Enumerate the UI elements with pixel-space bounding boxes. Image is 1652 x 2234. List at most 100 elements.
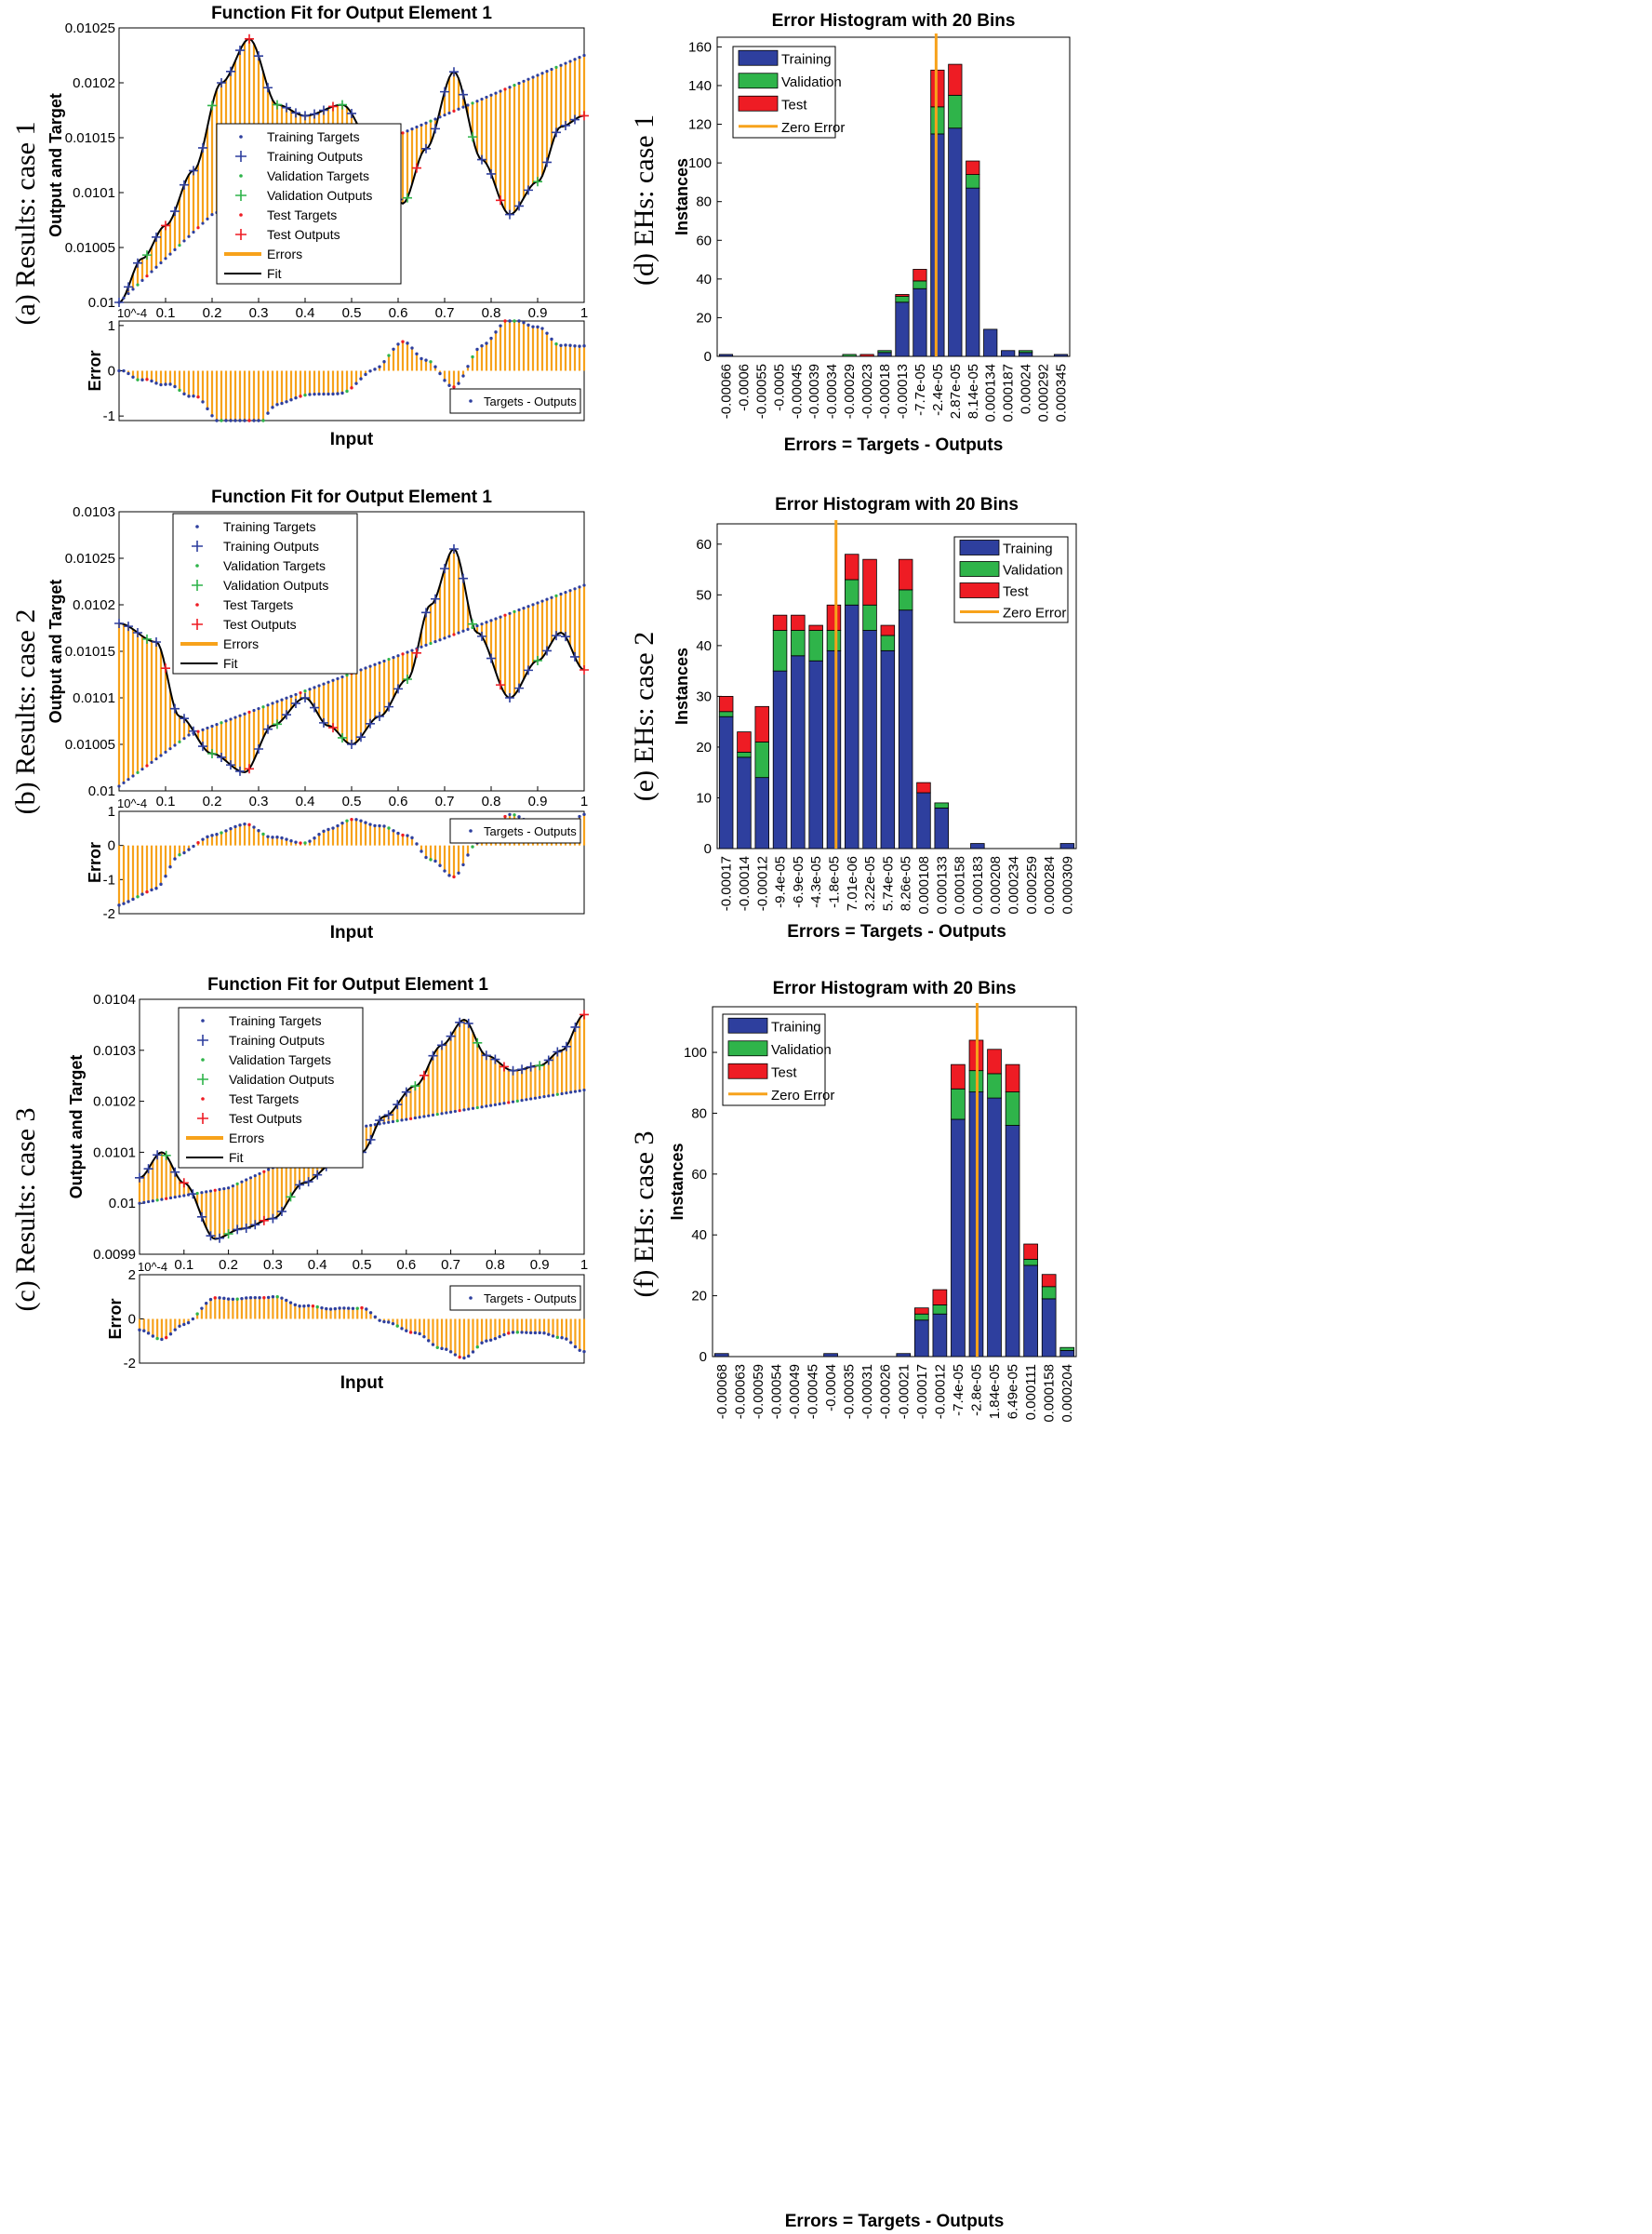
y-tick-label: 0 xyxy=(704,349,712,365)
legend-label: Fit xyxy=(223,656,238,671)
output-marker xyxy=(580,111,589,121)
target-point xyxy=(173,1196,177,1199)
target-point xyxy=(508,86,512,89)
output-marker xyxy=(383,1110,393,1120)
y-tick-label: 100 xyxy=(688,155,712,171)
target-point xyxy=(513,83,516,87)
legend-label: Test Outputs xyxy=(223,617,297,632)
target-point xyxy=(431,1113,435,1117)
legend-swatch xyxy=(738,73,779,89)
error-point xyxy=(560,1336,564,1340)
error-point xyxy=(387,826,391,830)
target-point xyxy=(151,1199,154,1203)
target-point xyxy=(208,1189,213,1193)
output-marker xyxy=(486,653,496,663)
error-point xyxy=(429,858,433,862)
error-point xyxy=(154,381,158,385)
error-point xyxy=(513,319,516,323)
output-marker xyxy=(254,51,263,61)
output-marker xyxy=(496,195,505,206)
error-point xyxy=(452,385,456,389)
legend-swatch xyxy=(727,1040,768,1057)
target-point xyxy=(345,674,349,677)
target-point xyxy=(243,712,246,716)
output-marker xyxy=(245,764,254,774)
x-tick-label: 0.4 xyxy=(296,305,315,321)
error-point xyxy=(164,1335,168,1340)
output-marker xyxy=(490,1054,500,1064)
x-tick-label: 0.6 xyxy=(389,794,408,809)
target-point xyxy=(420,123,423,127)
output-marker xyxy=(241,1223,251,1233)
error-point xyxy=(206,407,209,411)
target-point xyxy=(154,265,158,269)
y-axis-label: Instances xyxy=(673,648,691,725)
target-point xyxy=(200,1191,204,1195)
output-marker xyxy=(143,1164,153,1174)
target-point xyxy=(480,1105,484,1109)
error-point xyxy=(471,354,474,359)
legend-label: Validation xyxy=(1003,563,1063,579)
legend-marker xyxy=(235,151,246,162)
error-point xyxy=(413,1331,418,1335)
target-point xyxy=(218,1187,221,1192)
target-point xyxy=(322,682,326,686)
x-tick-label: -0.00013 xyxy=(895,364,911,419)
bar-test xyxy=(737,731,752,753)
target-point xyxy=(526,77,530,81)
target-point xyxy=(508,611,512,615)
bar-training xyxy=(1005,1125,1020,1358)
error-point xyxy=(145,378,149,381)
error-point xyxy=(433,365,437,368)
target-point xyxy=(340,675,344,679)
output-marker xyxy=(233,1224,243,1235)
error-point xyxy=(326,392,330,396)
output-marker xyxy=(295,1180,305,1190)
error-point xyxy=(233,824,237,829)
error-point xyxy=(182,1322,186,1327)
target-point xyxy=(136,770,140,774)
output-marker xyxy=(477,631,486,641)
legend-marker xyxy=(239,213,243,217)
target-point xyxy=(525,1098,528,1102)
bar-training xyxy=(1059,1350,1075,1358)
error-point xyxy=(220,419,223,422)
y-tick-label: 10 xyxy=(696,790,712,806)
error-point xyxy=(373,368,377,371)
x-tick-label: -0.00012 xyxy=(932,1364,948,1419)
bar-training xyxy=(930,133,945,357)
y-tick-label: 0.01 xyxy=(88,295,115,311)
bar-test xyxy=(913,1307,929,1315)
x-tick-label: -7.4e-05 xyxy=(951,1364,966,1416)
target-point xyxy=(545,597,549,601)
output-marker xyxy=(412,163,421,173)
output-marker xyxy=(533,656,542,665)
bar-training xyxy=(987,1097,1002,1358)
error-point xyxy=(271,1295,275,1299)
error-point xyxy=(578,344,581,348)
x-tick-label: 2.87e-05 xyxy=(948,364,964,419)
error-point xyxy=(443,869,446,873)
histogram-panel-2: (e) EHs: case 2 Error Histogram with 20 B… xyxy=(629,495,1077,942)
output-marker xyxy=(313,1170,323,1180)
output-marker xyxy=(180,714,189,724)
x-tick-label: 0.4 xyxy=(296,794,315,809)
y-tick-label: 0.01 xyxy=(109,1196,136,1211)
output-marker xyxy=(449,67,459,77)
error-point xyxy=(382,824,386,828)
error-legend-label: Targets - Outputs xyxy=(484,395,577,408)
y-tick-label: 0 xyxy=(699,1349,707,1365)
row-label: (d) EHs: case 1 xyxy=(629,114,659,286)
x-tick-label: 0.9 xyxy=(528,305,548,321)
error-point xyxy=(346,1306,351,1310)
error-point xyxy=(247,419,251,422)
bar-validation xyxy=(913,280,927,289)
target-point xyxy=(182,1194,186,1197)
output-marker xyxy=(263,83,273,93)
y-tick-label: 0.01005 xyxy=(65,240,115,256)
bar-test xyxy=(791,614,806,631)
target-point xyxy=(196,226,200,230)
error-point xyxy=(289,398,293,402)
error-point xyxy=(317,833,321,836)
target-point xyxy=(235,1182,239,1185)
